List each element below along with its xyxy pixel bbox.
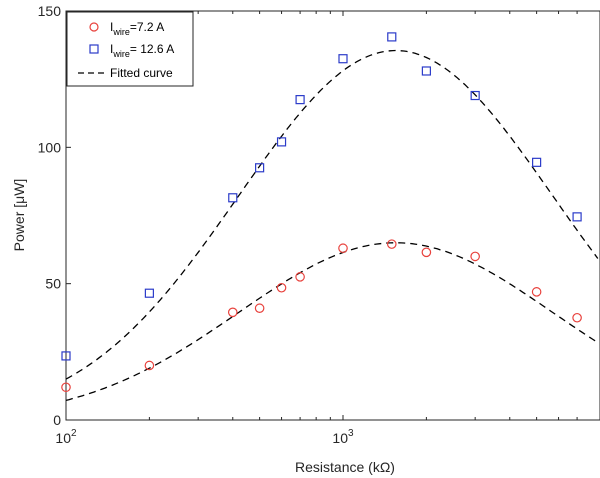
y-tick-label: 0 [53,412,61,428]
data-point-series-1 [276,282,287,293]
data-point-series-1 [386,239,397,249]
data-point-series-2 [532,157,542,167]
x-axis-label: Resistance (kΩ) [295,459,395,475]
data-point-series-1 [531,287,542,297]
x-tick-label: 103 [332,428,354,446]
data-point-series-2 [144,288,154,298]
legend-box [66,11,194,87]
data-point-series-2 [421,66,431,76]
legend-label-fit: Fitted curve [110,66,173,80]
data-point-series-2 [295,95,305,105]
data-point-series-1 [144,360,155,371]
data-point-series-1 [338,243,348,254]
data-point-series-2 [572,212,582,222]
data-point-series-1 [421,247,432,258]
legend: Iwire=7.2 A Iwire= 12.6 A Fitted curve [66,11,194,87]
data-point-series-2 [61,351,71,361]
data-point-series-1 [572,312,582,323]
data-point-series-2 [470,90,480,101]
y-tick-label: 100 [38,139,62,155]
legend-label-series-2: Iwire= 12.6 A [110,42,174,59]
legend-label-series-1: Iwire=7.2 A [110,20,164,37]
data-point-series-1 [227,307,238,318]
data-point-series-2 [338,54,348,64]
y-axis-label: Power [μW] [11,179,27,252]
data-point-series-1 [470,251,480,262]
data-point-series-2 [255,163,265,173]
data-point-series-1 [254,303,265,314]
y-tick-label: 150 [38,3,62,19]
axis-ticks: 0 50 100 150 102 103 [38,3,578,446]
x-tick-label: 102 [55,428,77,446]
legend-circle-marker [89,22,99,32]
data-point-series-2 [228,193,238,203]
data-point-series-2 [387,32,397,42]
data-point-series-2 [276,137,287,147]
legend-square-marker [89,44,99,54]
data-point-series-1 [61,382,71,393]
chart-marks [61,32,599,402]
y-tick-label: 50 [45,276,61,292]
data-point-series-1 [295,272,305,282]
fitted-curve-1 [65,242,599,402]
